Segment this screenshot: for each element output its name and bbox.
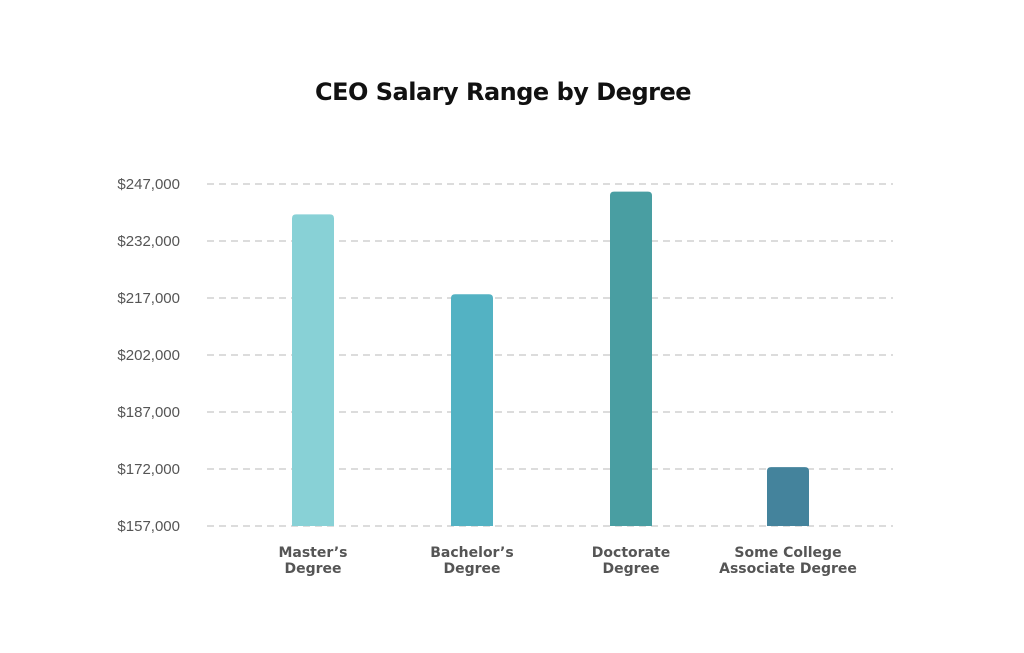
y-tick-label: $172,000 <box>117 461 180 478</box>
bar <box>767 467 809 526</box>
y-tick-label: $247,000 <box>117 176 180 193</box>
bars <box>292 191 809 526</box>
x-category-label: Doctorate Degree <box>592 545 670 577</box>
x-category-label: Some College Associate Degree <box>719 545 857 577</box>
x-category-label: Bachelor’s Degree <box>430 545 513 577</box>
bar <box>451 294 493 526</box>
y-tick-label: $217,000 <box>117 290 180 307</box>
bar <box>292 214 334 526</box>
x-category-label: Master’s Degree <box>278 545 347 577</box>
bar <box>610 191 652 526</box>
y-tick-label: $157,000 <box>117 518 180 535</box>
y-tick-label: $187,000 <box>117 404 180 421</box>
y-axis-ticks: $247,000 $232,000 $217,000 $202,000 $187,000… <box>117 176 180 535</box>
y-tick-label: $202,000 <box>117 347 180 364</box>
chart-title: CEO Salary Range by Degree <box>314 78 692 106</box>
x-axis-labels: Master’s Degree Bachelor’s Degree Doctorate D… <box>278 545 856 577</box>
y-tick-label: $232,000 <box>117 233 180 250</box>
